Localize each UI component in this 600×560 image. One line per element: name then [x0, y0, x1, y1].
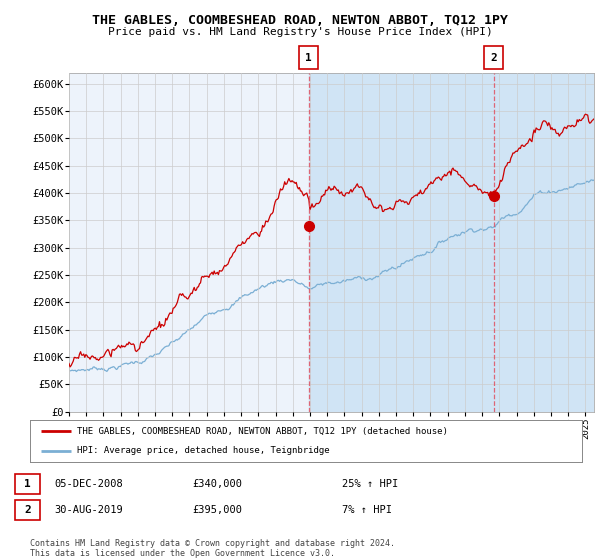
Text: 1: 1	[305, 53, 312, 63]
FancyBboxPatch shape	[484, 46, 503, 69]
Text: Price paid vs. HM Land Registry's House Price Index (HPI): Price paid vs. HM Land Registry's House …	[107, 27, 493, 37]
Text: THE GABLES, COOMBESHEAD ROAD, NEWTON ABBOT, TQ12 1PY: THE GABLES, COOMBESHEAD ROAD, NEWTON ABB…	[92, 14, 508, 27]
Text: £340,000: £340,000	[192, 479, 242, 489]
Text: Contains HM Land Registry data © Crown copyright and database right 2024.
This d: Contains HM Land Registry data © Crown c…	[30, 539, 395, 558]
Text: 2: 2	[490, 53, 497, 63]
Text: 25% ↑ HPI: 25% ↑ HPI	[342, 479, 398, 489]
Text: 2: 2	[24, 505, 31, 515]
Text: 30-AUG-2019: 30-AUG-2019	[54, 505, 123, 515]
Text: THE GABLES, COOMBESHEAD ROAD, NEWTON ABBOT, TQ12 1PY (detached house): THE GABLES, COOMBESHEAD ROAD, NEWTON ABB…	[77, 427, 448, 436]
Text: 1: 1	[24, 479, 31, 489]
Text: HPI: Average price, detached house, Teignbridge: HPI: Average price, detached house, Teig…	[77, 446, 329, 455]
Text: 7% ↑ HPI: 7% ↑ HPI	[342, 505, 392, 515]
Bar	[308, 73, 594, 412]
Text: £395,000: £395,000	[192, 505, 242, 515]
Text: 05-DEC-2008: 05-DEC-2008	[54, 479, 123, 489]
FancyBboxPatch shape	[299, 46, 318, 69]
